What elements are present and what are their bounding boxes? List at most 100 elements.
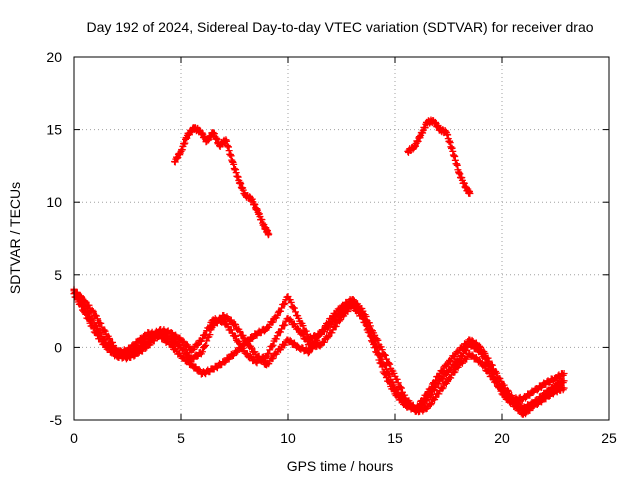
data-point-interp <box>488 368 496 376</box>
data-point-interp <box>397 395 405 403</box>
data-point-interp <box>432 383 440 391</box>
data-point-interp <box>522 394 530 402</box>
data-point-interp <box>493 377 501 385</box>
data-point-interp <box>396 383 404 391</box>
data-point-interp <box>201 343 209 351</box>
data-point-interp <box>291 308 299 316</box>
data-point-interp <box>476 347 484 355</box>
data-point-interp <box>374 336 382 344</box>
data-point-interp <box>365 329 373 337</box>
data-point-interp <box>193 352 201 360</box>
data-point-interp <box>378 346 386 354</box>
data-point-interp <box>439 374 447 382</box>
data-point-interp <box>298 329 306 337</box>
data-point-interp <box>272 335 280 343</box>
y-tick-label: 15 <box>46 122 62 138</box>
data-point-interp <box>427 390 435 398</box>
data-point <box>359 307 367 315</box>
data-point-interp <box>109 338 117 346</box>
data-point-interp <box>281 341 289 349</box>
data-point-interp <box>340 303 348 311</box>
data-point-interp <box>382 355 390 363</box>
data-point-interp <box>325 332 333 340</box>
data-point-interp <box>376 359 384 367</box>
data-point-interp <box>205 324 213 332</box>
data-point-interp <box>313 336 321 344</box>
data-point-interp <box>138 342 146 350</box>
data-point-interp <box>468 341 476 349</box>
data-point-interp <box>325 318 333 326</box>
data-point-interp <box>76 292 84 300</box>
data-point-interp <box>435 390 443 398</box>
data-point-interp <box>193 341 201 349</box>
y-tick-label: 0 <box>54 339 62 355</box>
data-point <box>359 314 367 322</box>
data-point-interp <box>559 386 567 394</box>
data-point-interp <box>468 351 476 359</box>
data-point-interp <box>277 328 285 336</box>
data-point-interp <box>385 359 393 367</box>
data-point-interp <box>105 334 113 342</box>
data-points-layer <box>70 116 568 418</box>
data-point-interp <box>104 344 112 352</box>
data-point-interp <box>85 301 93 309</box>
data-point-interp <box>280 300 288 308</box>
data-point-interp <box>85 315 93 323</box>
data-point-interp <box>397 384 405 392</box>
data-point-interp <box>239 344 247 352</box>
data-point-interp <box>286 336 294 344</box>
data-point-interp <box>299 322 307 330</box>
data-point-interp <box>438 375 446 383</box>
data-point-interp <box>278 304 286 312</box>
data-point-interp <box>426 401 434 409</box>
data-point-interp <box>349 302 357 310</box>
data-point-interp <box>350 297 358 305</box>
data-point-interp <box>221 358 229 366</box>
data-point <box>273 311 281 319</box>
data-point-interp <box>374 351 382 359</box>
x-tick-label: 15 <box>387 430 403 446</box>
data-point-interp <box>463 346 471 354</box>
data-point-interp <box>382 374 390 382</box>
data-point-interp <box>84 314 92 322</box>
data-point-interp <box>287 298 295 306</box>
data-point-interp <box>219 316 227 324</box>
data-point-interp <box>366 332 374 340</box>
data-point-interp <box>320 338 328 346</box>
axis-layer: 0 5 10 15 20 25 -5 0 5 10 15 20 <box>46 49 617 446</box>
data-point-interp <box>447 374 455 382</box>
data-point-interp <box>332 310 340 318</box>
data-point-interp <box>390 381 398 389</box>
data-point <box>198 348 206 356</box>
satellite-track-4 <box>171 123 273 239</box>
data-point-interp <box>281 321 289 329</box>
data-point-interp <box>386 378 394 386</box>
data-point <box>466 189 474 197</box>
data-point-interp <box>89 324 97 332</box>
data-point <box>198 335 206 343</box>
data-point-interp <box>516 406 524 414</box>
data-point-interp <box>349 296 357 304</box>
data-point-interp <box>243 338 251 346</box>
data-point-interp <box>167 329 175 337</box>
data-point-interp <box>97 319 105 327</box>
satellite-track-3 <box>70 287 568 418</box>
data-point-interp <box>390 369 398 377</box>
data-point-interp <box>239 331 247 339</box>
data-point-interp <box>294 324 302 332</box>
x-tick-label: 0 <box>70 430 78 446</box>
data-point-interp <box>533 386 541 394</box>
data-point-interp <box>488 361 496 369</box>
data-point-interp <box>190 345 198 353</box>
data-point <box>273 332 281 340</box>
data-point-interp <box>130 348 138 356</box>
data-point-interp <box>381 370 389 378</box>
data-point-interp <box>236 340 244 348</box>
data-point-interp <box>97 335 105 343</box>
data-point <box>487 367 495 375</box>
data-point-interp <box>100 326 108 334</box>
x-tick-label: 10 <box>280 430 296 446</box>
x-tick-label: 5 <box>177 430 185 446</box>
data-point-interp <box>381 351 389 359</box>
data-point-interp <box>484 360 492 368</box>
